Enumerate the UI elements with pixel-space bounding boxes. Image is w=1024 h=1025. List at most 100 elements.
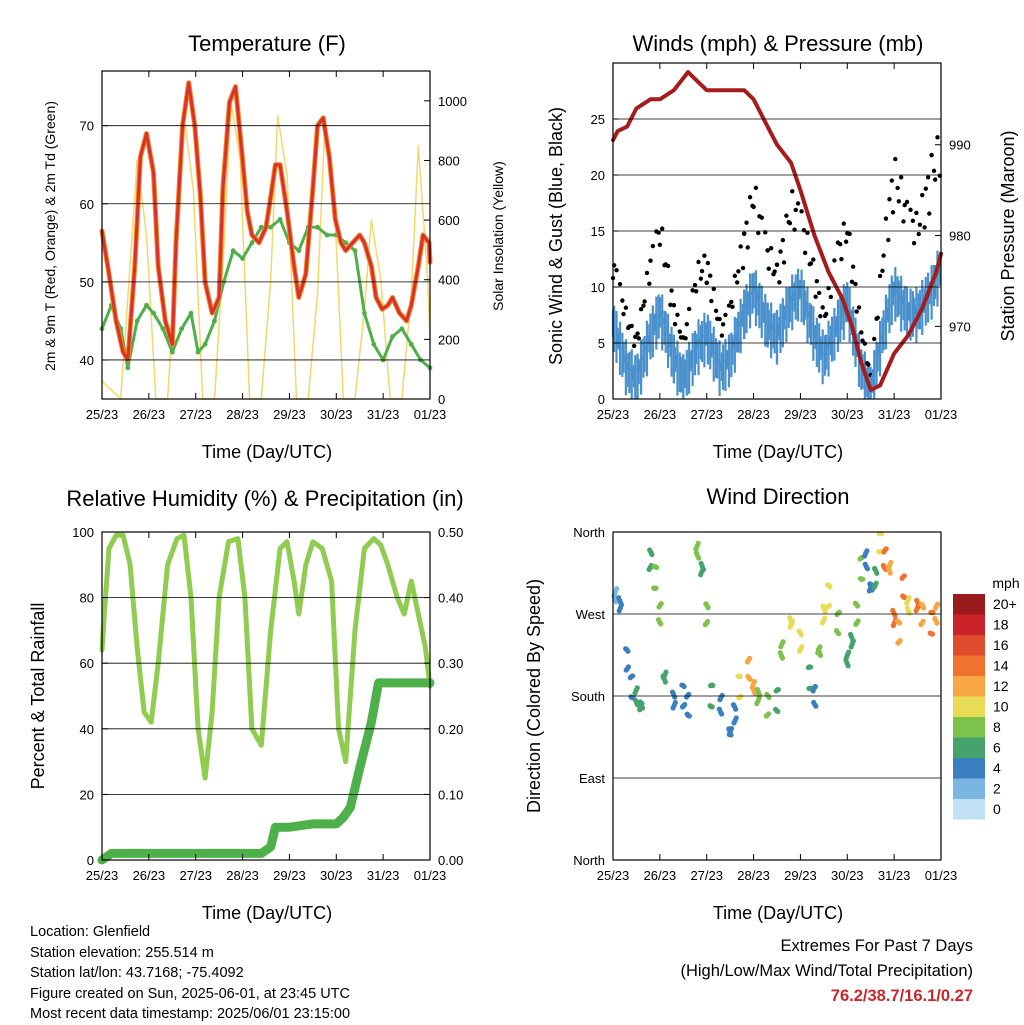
direction-point [634,685,640,691]
gust-point [736,269,741,274]
temperature-ytick-label: 70 [80,119,94,134]
gust-point [623,305,629,310]
direction-ytick-label: East [579,771,605,786]
direction-point [733,715,739,721]
dewpoint-point [277,216,283,222]
station-info: Location: Glenfield Station elevation: 2… [30,922,350,1025]
direction-point [836,609,842,615]
humidity-ytick-label: 0 [87,853,94,868]
gust-point [843,239,849,244]
direction-point [887,570,893,576]
gust-point [768,245,774,251]
gust-point [744,220,749,225]
direction-point [929,631,936,637]
gust-point [904,199,910,205]
gust-point [720,322,726,327]
direction-point [728,732,734,738]
direction-point [874,570,880,576]
legend-swatch [953,676,985,697]
gust-point [793,207,798,213]
dewpoint-point [390,334,395,339]
gust-point [883,216,889,221]
humidity-panel: Relative Humidity (%) & Precipitation (i… [28,486,464,923]
gust-point [693,289,699,294]
temperature-y2tick-label: 800 [438,153,460,168]
station-latlon: Station lat/lon: 43.7168; -75.4092 [30,965,244,981]
dewpoint-point [125,365,131,371]
direction-point [766,694,772,700]
legend-label: 18 [993,617,1009,633]
legend-swatch [953,758,985,779]
dewpoint-point [195,349,201,355]
direction-point [798,632,804,638]
gust-point [774,262,780,267]
direction-point [662,679,668,685]
direction-panel: Wind Direction Time (Day/UTC) Direction … [524,484,1020,923]
gust-point [671,302,677,308]
gust-point [745,245,750,250]
direction-point [625,664,632,670]
gust-point [929,152,934,158]
station-location: Location: Glenfield [30,924,151,940]
temperature-ytick-label: 60 [80,197,94,212]
winds-title: Winds (mph) & Pressure (mb) [633,31,924,56]
temperature-xtick-label: 26/23 [133,407,166,422]
gust-point [765,248,770,253]
dewpoint-point [249,240,255,246]
gust-point [890,210,896,215]
direction-point [733,706,739,712]
dewpoint-point [230,248,236,254]
temperature-xtick-label: 31/23 [367,407,400,422]
humidity-y2tick-label: 0.50 [438,525,463,540]
direction-point [864,548,870,554]
direction-plot-frame [612,531,942,861]
winds-ytick-label: 20 [591,168,605,183]
humidity-xtick-label: 28/23 [226,868,259,883]
legend-label: 4 [993,760,1001,776]
rh-line [99,532,433,781]
direction-point [813,703,819,709]
humidity-title: Relative Humidity (%) & Precipitation (i… [66,486,463,511]
dewpoint-point [202,341,208,347]
gust-point [686,306,692,312]
winds-ytick-label: 10 [591,280,605,295]
direction-point [901,573,907,579]
humidity-ytick-label: 20 [80,787,94,802]
gust-point [698,276,704,281]
gust-point [692,282,698,288]
direction-point [672,694,678,700]
gust-point [683,336,688,341]
direction-point [658,601,664,607]
humidity-ylabel-left: Percent & Total Rainfall [28,603,48,790]
winds-y2tick-label: 990 [949,138,971,153]
gust-point [925,175,931,180]
gust-point [838,242,843,247]
dewpoint-point [324,232,330,238]
direction-ytick-label: North [573,853,605,868]
direction-point [700,566,707,573]
winds-y2tick-label: 980 [949,229,971,244]
dewpoint-point [151,310,156,316]
gust-point [816,290,822,296]
gust-point [635,331,640,336]
gust-point [820,305,825,310]
direction-point [765,711,772,717]
gust-point [702,253,707,258]
gust-point [723,312,728,318]
gust-point [726,303,732,308]
gust-point [734,280,740,285]
temperature-xtick-label: 28/23 [226,407,259,422]
direction-ytick-label: West [576,607,606,622]
dewpoint-point [296,248,302,254]
legend-swatch [953,737,985,758]
direction-point [747,676,753,682]
direction-point [747,655,753,661]
gust-point [911,240,917,246]
temperature-title: Temperature (F) [188,31,346,56]
gust-point [711,286,716,292]
gust-point [824,311,829,317]
gust-point [696,259,701,265]
direction-point [799,644,805,650]
gust-point [717,316,722,322]
